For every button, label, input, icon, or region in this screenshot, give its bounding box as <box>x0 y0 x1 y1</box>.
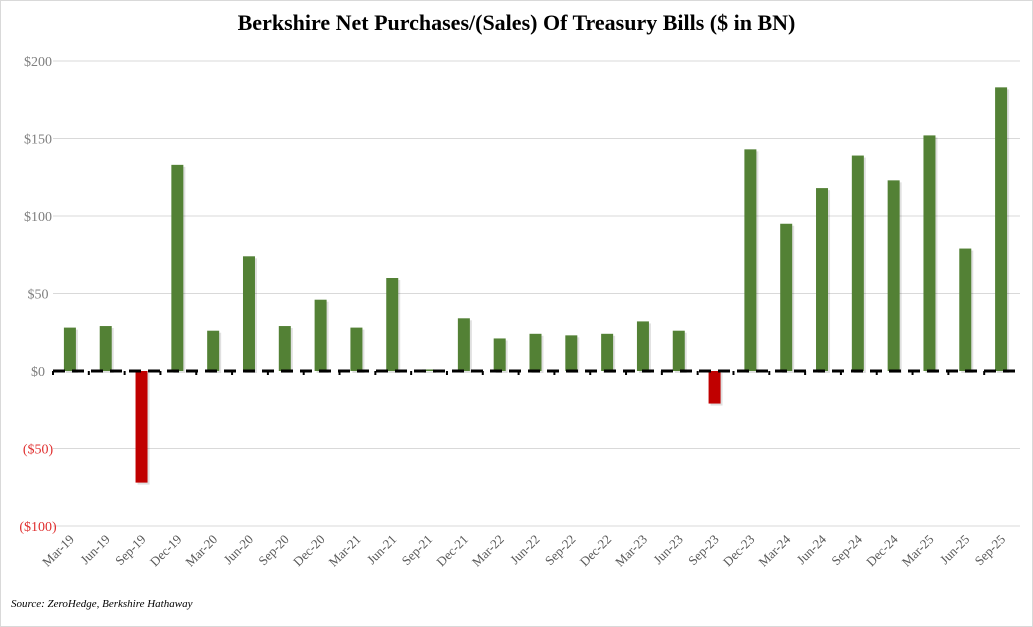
bar <box>135 371 148 483</box>
x-tick-label: Sep-24 <box>828 531 865 568</box>
bar <box>601 333 614 371</box>
chart-title: Berkshire Net Purchases/(Sales) Of Treas… <box>237 10 796 35</box>
x-tick-label: Sep-20 <box>255 532 292 569</box>
bar <box>99 326 112 371</box>
bar <box>314 299 327 371</box>
y-tick-label: $200 <box>24 55 52 70</box>
bar <box>923 135 936 371</box>
bar <box>851 155 864 371</box>
y-tick-label: $50 <box>28 288 49 303</box>
bar <box>887 180 900 371</box>
x-tick-label: Dec-21 <box>433 532 471 570</box>
x-tick-label: Jun-23 <box>650 532 686 568</box>
x-tick-label: Sep-23 <box>685 532 722 569</box>
bar <box>816 188 829 371</box>
x-tick-label: Jun-24 <box>794 531 830 567</box>
bar <box>242 256 255 371</box>
bar <box>278 326 291 371</box>
x-tick-label: Jun-20 <box>220 532 256 568</box>
x-tick-label: Mar-20 <box>182 532 220 570</box>
x-tick-label: Mar-21 <box>326 532 364 570</box>
bar <box>959 248 972 371</box>
bar-shadow <box>424 371 437 373</box>
bar <box>744 149 757 371</box>
x-tick-label: Sep-25 <box>972 532 1009 569</box>
x-tick-label: Dec-24 <box>863 531 901 569</box>
y-tick-label: $100 <box>24 210 52 225</box>
x-tick-label: Jun-21 <box>364 532 400 568</box>
bar <box>565 335 578 371</box>
x-tick-label: Dec-20 <box>290 532 328 570</box>
x-tick-label: Jun-19 <box>77 532 113 568</box>
bar <box>63 327 76 371</box>
y-tick-label: ($50) <box>23 443 54 458</box>
x-tick-label: Mar-24 <box>755 531 793 569</box>
source-note: Source: ZeroHedge, Berkshire Hathaway <box>11 598 193 610</box>
x-tick-label: Mar-23 <box>612 532 650 570</box>
y-tick-label: $0 <box>31 365 45 380</box>
bar <box>636 321 649 371</box>
x-tick-label: Dec-19 <box>147 532 185 570</box>
x-tick-label: Dec-22 <box>577 532 615 570</box>
x-tick-label: Sep-19 <box>112 532 149 569</box>
bar <box>457 318 470 371</box>
bar <box>672 330 685 371</box>
bar <box>386 278 399 371</box>
bar <box>171 164 184 371</box>
x-tick-label: Mar-19 <box>39 532 77 570</box>
x-tick-label: Mar-22 <box>469 532 507 570</box>
bar <box>493 338 506 371</box>
x-tick-label: Jun-25 <box>937 532 973 568</box>
bar <box>780 223 793 371</box>
bar <box>708 371 721 404</box>
bar <box>422 369 435 371</box>
x-tick-label: Dec-23 <box>720 532 758 570</box>
x-tick-label: Mar-25 <box>899 532 937 570</box>
y-tick-label: $150 <box>24 133 52 148</box>
x-tick-label: Sep-22 <box>542 532 579 569</box>
bar <box>207 330 220 371</box>
bar <box>995 87 1008 371</box>
bar <box>350 327 363 371</box>
bar <box>529 333 542 371</box>
y-tick-label: ($100) <box>19 520 57 535</box>
x-tick-label: Jun-22 <box>507 532 543 568</box>
x-tick-label: Sep-21 <box>399 532 436 569</box>
